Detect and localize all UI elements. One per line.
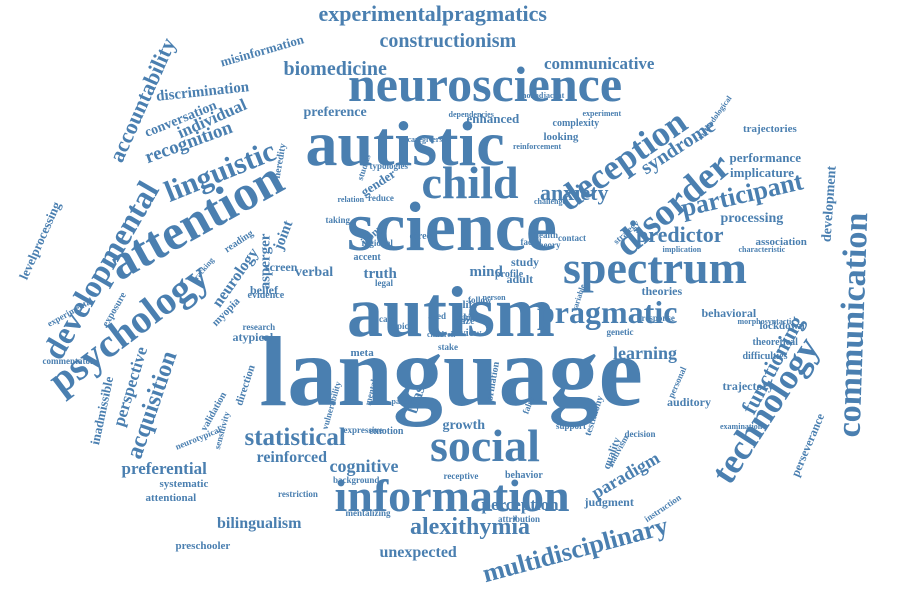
word-person: person [483, 294, 506, 302]
word-cognitive: cognitive [330, 457, 399, 475]
word-perception: perception [482, 496, 559, 513]
word-asperger: asperger [258, 233, 273, 289]
word-behavior: behavior [505, 471, 543, 481]
word-restriction: restriction [278, 490, 318, 499]
word-genetic: genetic [607, 328, 634, 337]
word-processing: processing [721, 212, 784, 226]
word-experimentalpragmatics: experimentalpragmatics [319, 3, 548, 25]
word-theoretical: theoretical [753, 338, 798, 348]
word-attribution: attribution [498, 515, 540, 524]
word-examination: examination [720, 423, 762, 431]
word-expressive: expressive [344, 426, 383, 435]
word-preference: preference [304, 106, 367, 120]
word-trajectory: trajectory [723, 380, 774, 392]
word-study: study [511, 256, 539, 268]
word-joint: joint [272, 218, 297, 251]
word-constructionism: constructionism [380, 31, 517, 51]
word-verbal: verbal [295, 266, 333, 280]
word-implication: implication [663, 246, 702, 254]
word-personal: personal [666, 365, 688, 399]
word-experiment: experiment [583, 110, 622, 118]
word-pitch: pitch [463, 313, 483, 322]
word-bilingualism: bilingualism [217, 516, 301, 532]
word-paradigm: paradigm [588, 448, 662, 501]
word-evidence: evidence [248, 291, 285, 301]
word-systematic: systematic [160, 479, 209, 490]
word-research: research [243, 323, 276, 332]
word-dependencies: dependencies [449, 111, 494, 119]
word-levelprocessing: levelprocessing [17, 199, 63, 281]
word-stake: stake [438, 343, 458, 352]
word-growth: growth [443, 419, 486, 433]
word-preschooler: preschooler [176, 541, 231, 552]
word-judgment: judgment [585, 496, 634, 508]
word-unexpected: unexpected [380, 545, 457, 561]
word-reduce: reduce [368, 194, 394, 203]
word-statistical: statistical [245, 425, 346, 450]
word-nonadjacent: nonadjacent [522, 92, 564, 100]
word-taking: taking [326, 216, 351, 225]
word-response: response [642, 314, 675, 323]
word-receptive: receptive [444, 472, 479, 481]
word-children: children [427, 331, 455, 339]
word-trajectories: trajectories [743, 124, 797, 135]
word-accent: accent [354, 253, 381, 263]
word-attentional: attentional [146, 493, 197, 504]
word-aged: aged [428, 312, 446, 321]
word-meta: meta [351, 348, 374, 359]
word-theories: theories [642, 285, 683, 297]
word-regional: regional [362, 239, 393, 248]
word-facial: facial [521, 238, 542, 247]
word-support: support [556, 422, 586, 431]
word-caregivers: caregivers [408, 136, 443, 144]
word-typologies: typologies [370, 162, 409, 171]
word-characteristic: characteristic [739, 246, 786, 254]
word-legal: legal [375, 279, 393, 288]
word-perseverance: perseverance [788, 412, 825, 479]
word-reinforcement: reinforcement [513, 143, 561, 151]
word-predictor: predictor [636, 224, 724, 246]
word-atypical: atypical [233, 331, 274, 343]
word-implicature: implicature [730, 166, 794, 179]
word-profile: profile [495, 270, 523, 280]
word-reinforced: reinforced [257, 450, 328, 466]
word-child: child [422, 160, 519, 206]
word-preferential: preferential [122, 460, 207, 477]
word-biomedicine: biomedicine [284, 59, 387, 79]
word-challenge: challenge [534, 198, 566, 206]
word-mentalizing: mentalizing [346, 509, 391, 518]
word-commentator: commentator [43, 357, 94, 366]
word-complexity: complexity [553, 119, 600, 129]
word-inadmissible: inadmissible [88, 375, 115, 446]
word-background: background [333, 476, 379, 485]
word-learning: learning [613, 344, 677, 362]
word-looking: looking [544, 132, 579, 143]
word-direct: direct [410, 232, 435, 242]
word-performance: performance [730, 151, 801, 164]
word-heredity: heredity [272, 143, 288, 180]
word-difficulties: difficulties [743, 352, 788, 362]
word-direction: direction [234, 363, 257, 406]
word-contact: contact [558, 234, 586, 243]
word-communication: communication [832, 212, 874, 438]
word-relation: relation [338, 196, 365, 204]
word-communicative: communicative [544, 55, 654, 72]
word-morphosyntactic: morphosyntactic [738, 318, 795, 326]
word-topic: topic [390, 322, 409, 331]
